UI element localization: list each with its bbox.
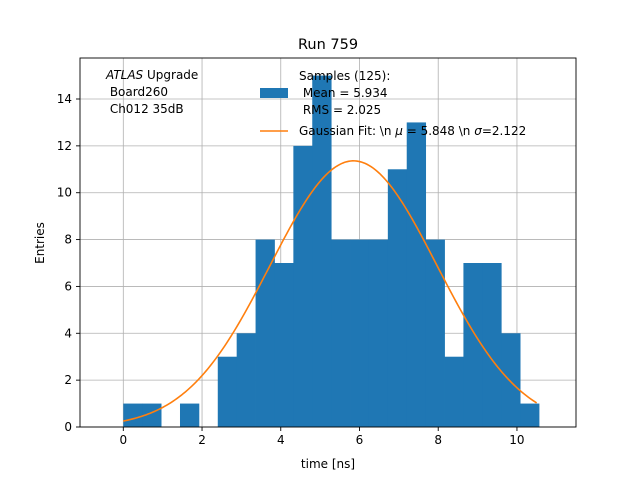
x-tick-label: 10 xyxy=(509,433,524,447)
histogram-bar xyxy=(463,263,483,427)
annotation-line-2: Board260 xyxy=(106,85,168,99)
histogram-bar xyxy=(482,263,502,427)
legend-histogram-swatch xyxy=(260,88,288,98)
histogram-bar xyxy=(501,333,521,427)
histogram-bar xyxy=(293,145,313,427)
histogram-bar xyxy=(217,356,238,427)
histogram-bar xyxy=(520,403,540,427)
legend-fit-mu-symbol: μ xyxy=(394,124,403,138)
plot-frame xyxy=(79,57,577,428)
annotation-atlas: ATLAS xyxy=(105,68,144,82)
legend-histogram-line-3: RMS = 2.025 xyxy=(299,103,381,117)
legend-fit-prefix: Gaussian Fit: \n xyxy=(299,124,395,138)
annotation-line-1: ATLAS Upgrade xyxy=(105,68,198,82)
x-axis-label: time [ns] xyxy=(301,457,355,471)
x-tick-label: 6 xyxy=(356,433,364,447)
x-axis-ticks: 0 2 4 6 8 10 xyxy=(119,427,525,447)
legend: Samples (125): Mean = 5.934 RMS = 2.025 … xyxy=(260,69,526,138)
histogram-bar xyxy=(406,122,427,427)
histogram-bar xyxy=(425,239,445,427)
chart-title: Run 759 xyxy=(298,37,358,53)
histogram-bar xyxy=(350,239,370,427)
x-tick-label: 8 xyxy=(434,433,442,447)
y-tick-label: 4 xyxy=(64,326,72,340)
y-tick-label: 10 xyxy=(57,186,72,200)
y-axis-ticks: 0 2 4 6 8 10 12 14 xyxy=(57,92,80,434)
legend-fit-label: Gaussian Fit: \n μ = 5.848 \n σ=2.122 xyxy=(299,124,526,138)
annotation-line-3: Ch012 35dB xyxy=(106,102,184,116)
legend-fit-sigma-symbol: σ xyxy=(474,124,482,138)
legend-histogram-line-2: Mean = 5.934 xyxy=(299,86,388,100)
x-tick-label: 0 xyxy=(119,433,127,447)
annotation-upgrade: Upgrade xyxy=(143,68,198,82)
legend-histogram-line-1: Samples (125): xyxy=(299,69,390,83)
histogram-bar xyxy=(236,333,256,427)
histogram-bars xyxy=(123,75,540,428)
y-tick-label: 0 xyxy=(64,420,72,434)
histogram-bar xyxy=(312,75,332,428)
y-tick-label: 6 xyxy=(64,279,72,293)
gaussian-fit-line xyxy=(123,160,538,422)
histogram-bar xyxy=(444,356,464,427)
y-tick-label: 8 xyxy=(64,233,72,247)
experiment-annotation: ATLAS Upgrade Board260 Ch012 35dB xyxy=(105,68,198,116)
histogram-bar xyxy=(368,239,389,427)
y-tick-label: 2 xyxy=(64,373,72,387)
histogram-bar xyxy=(123,403,143,427)
x-tick-label: 4 xyxy=(277,433,285,447)
legend-fit-sigma-value: =2.122 xyxy=(482,124,526,138)
histogram-bar xyxy=(331,239,351,427)
histogram-bar xyxy=(274,263,294,427)
histogram-bar xyxy=(255,239,275,427)
x-tick-label: 2 xyxy=(198,433,206,447)
y-tick-label: 12 xyxy=(57,139,72,153)
y-axis-label: Entries xyxy=(33,222,47,264)
histogram-bar xyxy=(387,169,408,428)
y-tick-label: 14 xyxy=(57,92,72,106)
histogram-bar xyxy=(142,403,162,427)
legend-fit-mu-value: = 5.848 \n xyxy=(403,124,474,138)
histogram-bar xyxy=(179,403,200,427)
